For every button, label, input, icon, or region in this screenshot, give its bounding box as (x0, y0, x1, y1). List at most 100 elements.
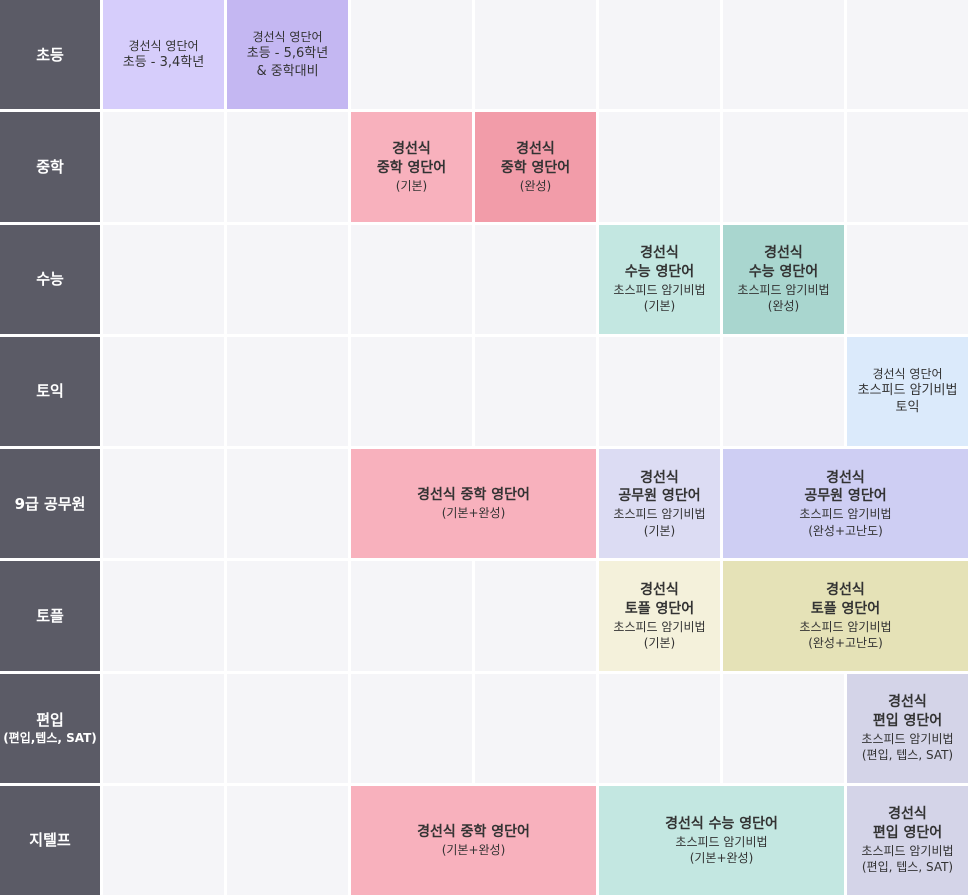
empty-cell (103, 673, 224, 783)
empty-cell (103, 561, 224, 671)
course-line: 경선식 중학 영단어 (417, 487, 530, 504)
course-line: (기본+완성) (441, 842, 506, 857)
course-line: 초스피드 암기비법 (861, 844, 954, 859)
course-line: 초등 - 5,6학년 (246, 46, 329, 62)
course-cell-mid-basic[interactable]: 경선식 중학 영단어 (기본) (351, 112, 472, 222)
empty-cell (599, 112, 720, 222)
course-line: 경선식 중학 영단어 (417, 823, 530, 840)
empty-cell (475, 0, 596, 110)
course-line: 초스피드 암기비법 (613, 282, 706, 297)
course-line: 중학 영단어 (376, 159, 447, 176)
empty-cell (475, 673, 596, 783)
course-cell-pyeonip[interactable]: 경선식 편입 영단어 초스피드 암기비법 (편입, 텝스, SAT) (847, 673, 968, 783)
row-label: 초등 (36, 45, 64, 64)
empty-cell (475, 224, 596, 334)
empty-cell (103, 449, 224, 559)
course-line: (기본) (643, 635, 676, 650)
empty-cell (227, 112, 348, 222)
empty-cell (723, 336, 844, 446)
row-label: 지텔프 (29, 831, 71, 850)
course-line: 토플 영단어 (810, 600, 881, 617)
course-line: 중학 영단어 (500, 159, 571, 176)
course-cell-suneung-full[interactable]: 경선식 수능 영단어 초스피드 암기비법 (완성) (723, 224, 844, 334)
course-line: 경선식 (516, 140, 555, 157)
empty-cell (351, 673, 472, 783)
row-label: 중학 (36, 157, 64, 176)
row-header-suneung: 수능 (0, 224, 100, 334)
empty-cell (599, 673, 720, 783)
empty-cell (847, 224, 968, 334)
empty-cell (723, 112, 844, 222)
course-line: (편입, 텝스, SAT) (861, 748, 954, 763)
course-cell-elem-34[interactable]: 경선식 영단어 초등 - 3,4학년 (103, 0, 224, 110)
empty-cell (227, 224, 348, 334)
empty-cell (351, 561, 472, 671)
row-sublabel: (편입,텝스, SAT) (3, 731, 97, 746)
empty-cell (475, 336, 596, 446)
empty-cell (103, 336, 224, 446)
row-label: 9급 공무원 (14, 494, 86, 513)
empty-cell (599, 336, 720, 446)
row-header-middle: 중학 (0, 112, 100, 222)
row-header-gtelp: 지텔프 (0, 785, 100, 895)
row-label: 수능 (36, 270, 64, 288)
course-cell-gtelp-pyeonip[interactable]: 경선식 편입 영단어 초스피드 암기비법 (편입, 텝스, SAT) (847, 785, 968, 895)
course-cell-gong-basic[interactable]: 경선식 공무원 영단어 초스피드 암기비법 (기본) (599, 449, 720, 559)
course-line: 초스피드 암기비법 (799, 507, 892, 522)
course-line: (기본) (643, 299, 676, 314)
course-line: 수능 영단어 (624, 263, 695, 280)
course-line: 편입 영단어 (872, 825, 943, 842)
row-label: 토플 (36, 606, 64, 625)
course-line: 초스피드 암기비법 (799, 619, 892, 634)
empty-cell (847, 112, 968, 222)
course-cell-toefl-full[interactable]: 경선식 토플 영단어 초스피드 암기비법 (완성+고난도) (723, 561, 968, 671)
course-cell-gtelp-mid[interactable]: 경선식 중학 영단어 (기본+완성) (351, 785, 596, 895)
course-cell-gtelp-suneung[interactable]: 경선식 수능 영단어 초스피드 암기비법 (기본+완성) (599, 785, 844, 895)
course-line: 초스피드 암기비법 (613, 619, 706, 634)
course-line: 경선식 영단어 (128, 38, 199, 53)
course-line: (편입, 텝스, SAT) (861, 860, 954, 875)
empty-cell (351, 0, 472, 110)
course-line: 경선식 (826, 581, 865, 598)
course-line: 토플 영단어 (624, 600, 695, 617)
empty-cell (227, 336, 348, 446)
empty-cell (351, 336, 472, 446)
course-cell-gong-full[interactable]: 경선식 공무원 영단어 초스피드 암기비법 (완성+고난도) (723, 449, 968, 559)
course-cell-gong-mid[interactable]: 경선식 중학 영단어 (기본+완성) (351, 449, 596, 559)
course-line: 경선식 (640, 581, 679, 598)
course-line: 경선식 (826, 469, 865, 486)
course-cell-elem-56[interactable]: 경선식 영단어 초등 - 5,6학년 & 중학대비 (227, 0, 348, 110)
empty-cell (227, 673, 348, 783)
course-line: 경선식 영단어 (872, 366, 943, 381)
course-line: 토익 (895, 400, 920, 416)
empty-cell (723, 673, 844, 783)
empty-cell (599, 0, 720, 110)
course-line: 초스피드 암기비법 (857, 382, 958, 398)
course-line: (기본) (643, 523, 676, 538)
course-line: 경선식 (640, 245, 679, 262)
empty-cell (351, 224, 472, 334)
course-line: 경선식 영단어 (252, 29, 323, 44)
empty-cell (847, 0, 968, 110)
row-header-elementary: 초등 (0, 0, 100, 110)
empty-cell (475, 561, 596, 671)
course-line: 경선식 (640, 469, 679, 486)
empty-cell (723, 0, 844, 110)
course-line: (완성) (767, 299, 800, 314)
course-line: 초등 - 3,4학년 (122, 54, 205, 70)
course-line: 편입 영단어 (872, 712, 943, 729)
row-header-transfer: 편입 (편입,텝스, SAT) (0, 673, 100, 783)
row-label: 토익 (36, 382, 64, 401)
course-line: 공무원 영단어 (804, 488, 887, 505)
empty-cell (103, 785, 224, 895)
empty-cell (103, 112, 224, 222)
course-line: 초스피드 암기비법 (861, 731, 954, 746)
course-line: (완성) (519, 178, 552, 193)
course-line: (기본+완성) (441, 505, 506, 520)
empty-cell (103, 224, 224, 334)
